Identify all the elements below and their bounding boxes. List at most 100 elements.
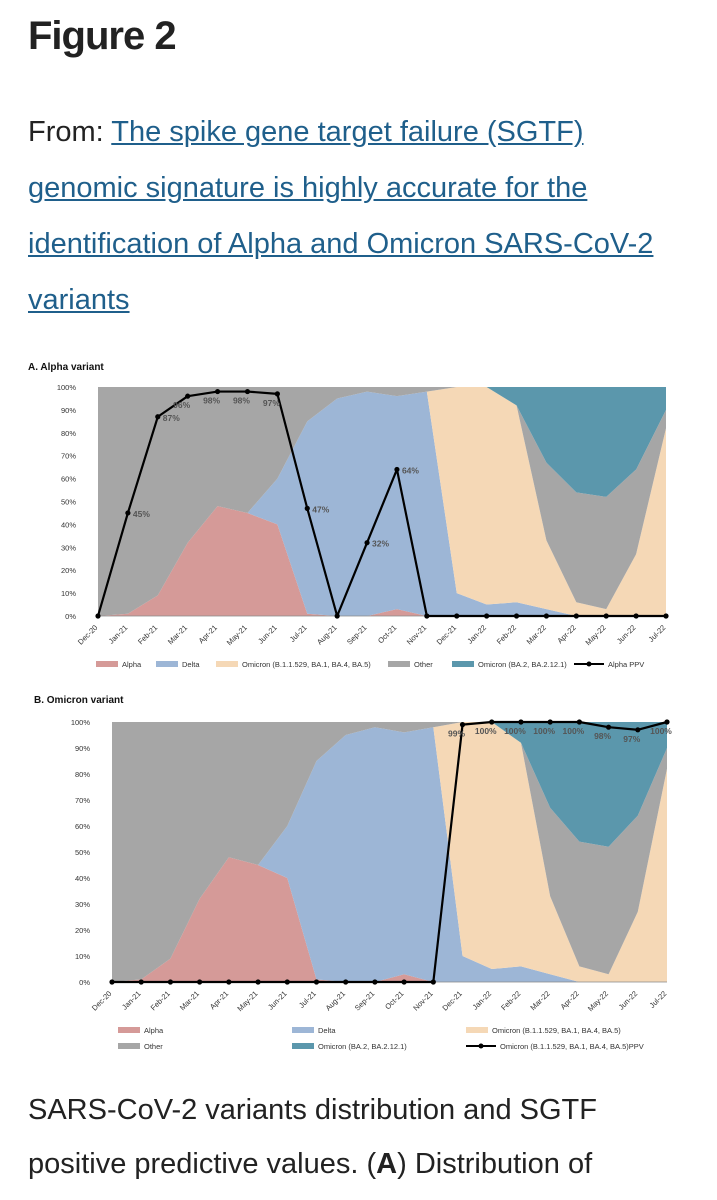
ppv-line bbox=[112, 720, 668, 984]
x-tick-label: Dec-20 bbox=[90, 989, 113, 1012]
legend-label: Alpha bbox=[122, 660, 142, 669]
x-tick-label: Aug-21 bbox=[315, 623, 338, 646]
ppv-point bbox=[603, 613, 609, 619]
y-tick-label: 90% bbox=[61, 406, 76, 415]
figure-caption: SARS-CoV-2 variants distribution and SGT… bbox=[28, 1083, 693, 1191]
ppv-point bbox=[226, 979, 232, 985]
caption-prefix: SARS-CoV-2 variants distribution and SGT… bbox=[28, 1094, 597, 1180]
y-tick-label: 20% bbox=[75, 926, 90, 935]
x-tick-label: Jul-22 bbox=[647, 623, 668, 644]
legend-swatch-omicron-b-1-1-529-ba-1-ba-4-ba-5 bbox=[216, 661, 238, 667]
ppv-point bbox=[197, 979, 203, 985]
area-omicron-ba-2-ba-2-12-1 bbox=[98, 387, 666, 497]
ppv-point bbox=[167, 979, 174, 985]
ppv-data-label: 100% bbox=[504, 726, 526, 736]
ppv-point bbox=[138, 979, 144, 985]
caption-bold: A bbox=[376, 1148, 398, 1180]
area-omicron-ba-2-ba-2-12-1 bbox=[112, 722, 667, 847]
ppv-point bbox=[109, 979, 115, 985]
ppv-point bbox=[364, 540, 370, 546]
y-tick-label: 30% bbox=[75, 900, 90, 909]
legend-label: Other bbox=[144, 1042, 163, 1051]
legend-swatch-omicron-ba-2-ba-2-12-1 bbox=[452, 661, 474, 667]
ppv-point bbox=[633, 613, 639, 619]
area-other bbox=[98, 387, 666, 616]
ppv-point bbox=[334, 613, 340, 619]
area-delta bbox=[112, 727, 667, 982]
from-line: From: The spike gene target failure (SGT… bbox=[28, 104, 693, 328]
ppv-data-label: 97% bbox=[263, 398, 280, 408]
legend-swatch-omicron-b-1-1-529-ba-1-ba-4-ba-5 bbox=[466, 1027, 488, 1033]
ppv-point bbox=[394, 466, 400, 473]
ppv-point bbox=[313, 979, 320, 985]
y-tick-label: 60% bbox=[61, 475, 76, 484]
ppv-point bbox=[489, 719, 495, 725]
x-tick-label: Jan-21 bbox=[120, 989, 143, 1012]
legend-label: Omicron (B.1.1.529, BA.1, BA.4, BA.5) bbox=[492, 1026, 621, 1035]
ppv-point bbox=[635, 727, 641, 733]
legend-line-marker bbox=[586, 661, 592, 667]
y-tick-label: 20% bbox=[61, 566, 76, 575]
y-tick-label: 100% bbox=[71, 718, 91, 727]
ppv-data-label: 100% bbox=[650, 726, 672, 736]
x-tick-label: Nov-21 bbox=[411, 989, 434, 1012]
x-tick-label: Sep-21 bbox=[353, 989, 376, 1012]
x-tick-label: Feb-21 bbox=[136, 623, 159, 646]
ppv-point bbox=[214, 388, 221, 395]
x-tick-label: Apr-21 bbox=[197, 623, 219, 645]
y-tick-label: 50% bbox=[75, 848, 90, 857]
ppv-point bbox=[401, 979, 407, 985]
x-tick-label: Dec-21 bbox=[440, 989, 463, 1012]
legend-label: Omicron (BA.2, BA.2.12.1) bbox=[318, 1042, 407, 1051]
x-tick-label: Jan-21 bbox=[107, 623, 130, 646]
y-tick-label: 100% bbox=[57, 383, 77, 392]
ppv-point bbox=[605, 724, 612, 730]
x-tick-label: Oct-21 bbox=[383, 989, 405, 1011]
ppv-data-label: 100% bbox=[562, 726, 584, 736]
ppv-point bbox=[454, 613, 460, 619]
x-tick-label: Dec-21 bbox=[435, 623, 458, 646]
y-tick-label: 40% bbox=[75, 874, 90, 883]
chart-omicron-variant: B. Omicron variant 0% 10% 20% 30% 40% 50% 60% 70… bbox=[34, 695, 672, 1051]
ppv-point bbox=[372, 979, 378, 985]
y-tick-label: 70% bbox=[61, 452, 76, 461]
ppv-point bbox=[430, 979, 436, 985]
ppv-point bbox=[343, 979, 349, 985]
legend-swatch-delta bbox=[156, 661, 178, 667]
ppv-point bbox=[576, 719, 582, 725]
x-tick-label: Feb-21 bbox=[149, 989, 172, 1012]
x-tick-label: Sep-21 bbox=[345, 623, 368, 646]
ppv-point bbox=[255, 979, 261, 985]
y-tick-label: 0% bbox=[79, 978, 90, 987]
y-tick-label: 40% bbox=[61, 520, 76, 529]
legend-swatch-omicron-ba-2-ba-2-12-1 bbox=[292, 1043, 314, 1049]
ppv-point bbox=[547, 719, 553, 725]
x-tick-label: May-21 bbox=[235, 989, 259, 1013]
x-tick-label: Jun-22 bbox=[615, 623, 638, 646]
article-link[interactable]: The spike gene target failure (SGTF) gen… bbox=[28, 116, 654, 316]
legend-label: Delta bbox=[318, 1026, 336, 1035]
x-tick-label: Apr-22 bbox=[558, 989, 580, 1011]
ppv-point bbox=[518, 719, 524, 725]
y-tick-label: 90% bbox=[75, 744, 90, 753]
x-tick-label: Jan-22 bbox=[471, 989, 494, 1012]
legend-label: Other bbox=[414, 660, 433, 669]
chart-alpha-variant: A. Alpha variant 0% 10% 20% 30% 40% 50% 60% 70% 8… bbox=[28, 362, 669, 669]
ppv-data-label: 96% bbox=[173, 400, 190, 410]
x-tick-label: Mar-21 bbox=[178, 989, 201, 1012]
y-tick-label: 30% bbox=[61, 543, 76, 552]
ppv-point bbox=[125, 510, 131, 516]
ppv-data-label: 98% bbox=[594, 731, 611, 741]
ppv-data-label: 98% bbox=[233, 396, 250, 406]
ppv-point bbox=[543, 613, 550, 619]
ppv-data-label: 64% bbox=[402, 465, 419, 475]
x-tick-label: Mar-21 bbox=[166, 623, 189, 646]
x-tick-label: Jun-21 bbox=[266, 989, 289, 1012]
y-tick-label: 80% bbox=[61, 429, 76, 438]
ppv-data-label: 45% bbox=[133, 509, 150, 519]
ppv-data-label: 87% bbox=[163, 413, 180, 423]
x-tick-label: Jul-21 bbox=[288, 623, 309, 644]
x-tick-label: Aug-21 bbox=[324, 989, 347, 1012]
ppv-point bbox=[274, 391, 280, 397]
x-tick-label: Nov-21 bbox=[405, 623, 428, 646]
